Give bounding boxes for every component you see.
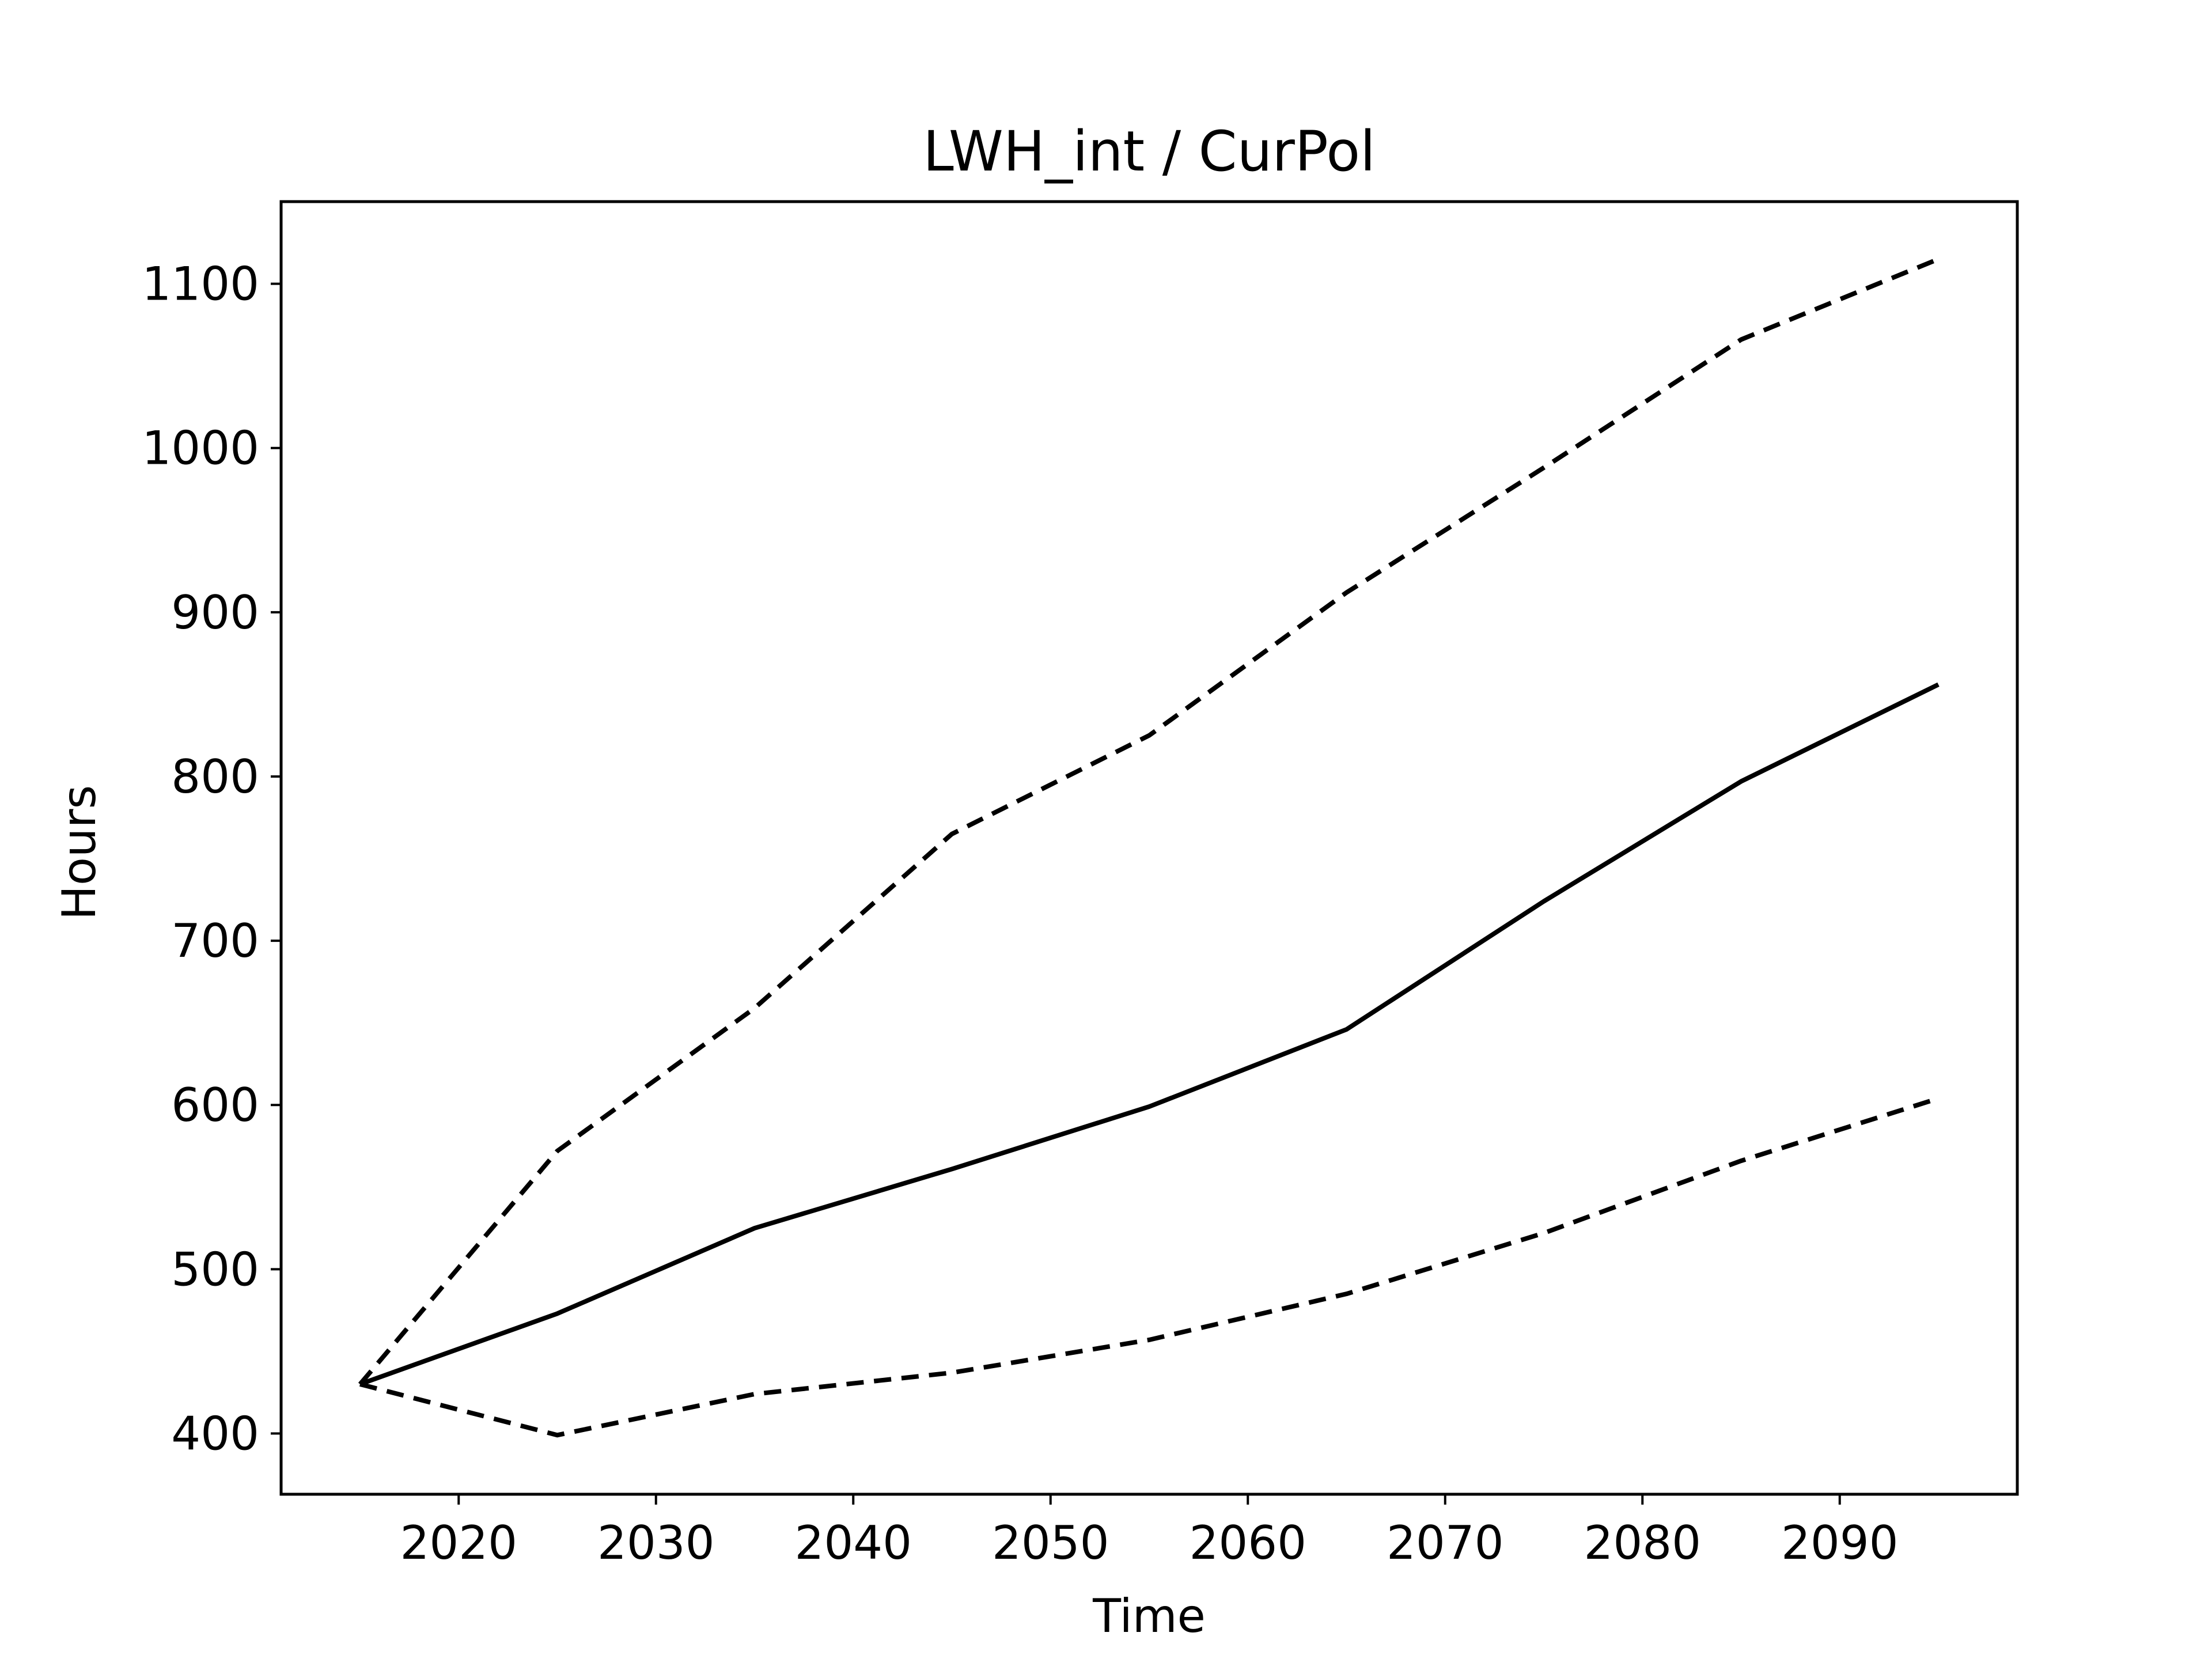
y-tick-label: 900 (171, 586, 259, 639)
x-tick-label: 2050 (992, 1516, 1109, 1570)
series-line-2 (358, 257, 1940, 1386)
x-tick-label: 2020 (400, 1516, 517, 1570)
y-tick-label: 600 (171, 1078, 259, 1132)
y-tick-label: 1100 (142, 257, 259, 311)
plot-frame (279, 200, 2019, 1496)
y-tick-label: 800 (171, 750, 259, 804)
plot-area (279, 200, 2019, 1496)
ticks-layer: 2020 2030 2040 2050 2060 2070 2080 2090 400 500 60… (142, 257, 1898, 1570)
series-line-1 (359, 682, 1940, 1387)
x-axis-label: Time (1092, 1589, 1206, 1643)
y-tick-label: 1000 (142, 422, 259, 475)
x-tick-label: 2080 (1584, 1516, 1701, 1570)
y-axis-label: Hours (52, 785, 106, 920)
series-layer (358, 257, 1940, 1438)
x-tick-label: 2040 (794, 1516, 912, 1570)
x-tick-label: 2060 (1189, 1516, 1306, 1570)
chart-title: LWH_int / CurPol (923, 119, 1376, 184)
y-tick-label: 700 (171, 914, 259, 968)
series-line-3 (359, 1096, 1940, 1438)
x-tick-label: 2030 (597, 1516, 715, 1570)
y-tick-label: 500 (171, 1243, 259, 1296)
x-tick-label: 2090 (1781, 1516, 1899, 1570)
y-tick-label: 400 (171, 1407, 259, 1461)
x-tick-label: 2070 (1387, 1516, 1504, 1570)
